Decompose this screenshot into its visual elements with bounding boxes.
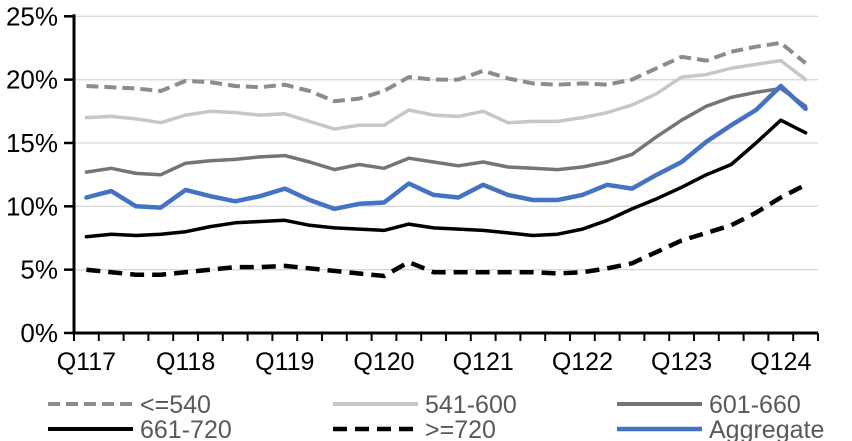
legend-label-720: >=720	[425, 416, 496, 441]
x-tick-label: Q121	[453, 348, 514, 376]
x-tick-label: Q124	[750, 348, 811, 376]
x-tick-label: Q122	[552, 348, 613, 376]
x-tick-label: Q120	[353, 348, 414, 376]
legend-label-540: <=540	[140, 391, 211, 419]
series-line-541-600	[84, 58, 808, 131]
y-tick-label: 5%	[20, 255, 58, 285]
x-tick-label: Q123	[651, 348, 712, 376]
y-tick-label: 0%	[20, 318, 58, 348]
series-line-aggregate	[84, 83, 808, 212]
y-tick-label: 15%	[6, 128, 58, 158]
x-tick-label: Q119	[255, 348, 314, 376]
y-tick-label: 10%	[6, 191, 58, 221]
series-line-540	[86, 40, 807, 104]
legend-label-601-660: 601-660	[709, 391, 801, 419]
y-tick-label: 20%	[6, 65, 58, 95]
legend-label-541-600: 541-600	[425, 391, 517, 419]
series-line-720	[86, 182, 807, 279]
x-tick-label: Q118	[156, 348, 215, 376]
x-tick-label: Q117	[57, 348, 116, 376]
series-line-601-660	[84, 86, 808, 177]
legend-label-aggregate: Aggregate	[709, 416, 824, 441]
y-tick-label: 25%	[6, 1, 58, 31]
series-line-661-720	[84, 118, 808, 239]
legend-label-661-720: 661-720	[140, 416, 232, 441]
